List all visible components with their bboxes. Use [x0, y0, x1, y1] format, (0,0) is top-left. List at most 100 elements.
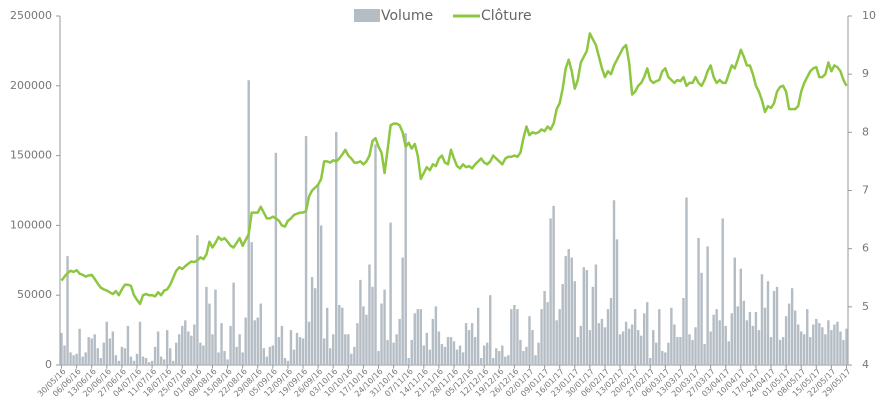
bar [316, 184, 320, 365]
bar [697, 237, 700, 365]
bar [90, 338, 93, 365]
bar [636, 330, 640, 365]
bar [540, 309, 543, 365]
y-tick-label: 150000 [10, 149, 52, 162]
y2-tick-label: 4 [862, 358, 869, 371]
bar [452, 341, 456, 365]
y-tick-label: 200000 [10, 79, 52, 92]
y2-tick-label: 10 [862, 9, 876, 22]
bar [467, 330, 471, 365]
bar [504, 356, 507, 365]
bar [126, 325, 130, 365]
bar [612, 200, 616, 365]
bar [78, 328, 81, 365]
legend: Volume Clôture [354, 8, 532, 24]
bar [217, 352, 220, 365]
bar [135, 353, 139, 365]
bar [241, 352, 244, 365]
bar [609, 297, 613, 365]
bar [790, 288, 794, 365]
bar [295, 332, 299, 365]
bar [329, 348, 332, 365]
bar [799, 331, 803, 365]
bar [721, 218, 724, 365]
bar [513, 304, 516, 365]
bar [159, 356, 163, 365]
bar [69, 352, 72, 365]
bar [262, 348, 266, 365]
bar [670, 307, 673, 365]
bar [150, 360, 154, 365]
bar [247, 80, 250, 365]
bar [775, 286, 779, 365]
bar [256, 317, 259, 365]
bar [730, 313, 733, 365]
bar [292, 349, 296, 365]
bar [380, 303, 383, 365]
bar [479, 358, 483, 365]
bar [642, 313, 646, 365]
bar [286, 360, 290, 365]
bar [718, 320, 721, 365]
bar [165, 330, 169, 365]
bar [685, 197, 688, 365]
y2-tick-label: 8 [862, 125, 869, 138]
bar [486, 342, 489, 365]
bar [694, 327, 697, 365]
bar [425, 332, 429, 365]
bar [646, 302, 649, 365]
bar [703, 344, 706, 365]
bar [748, 311, 752, 365]
bar [66, 256, 69, 365]
bar [464, 323, 468, 365]
line [60, 32, 848, 306]
bar [111, 331, 115, 365]
bar [72, 355, 75, 365]
bar [93, 334, 96, 365]
bar [763, 307, 767, 365]
bar [274, 152, 278, 365]
bar [193, 324, 196, 365]
bar [709, 331, 712, 365]
bar [271, 345, 275, 365]
bar [129, 356, 133, 365]
bar [229, 325, 232, 365]
y2-tick-label: 7 [862, 184, 869, 197]
bar [365, 314, 368, 365]
bar [712, 314, 715, 365]
bar [392, 342, 395, 365]
bar [784, 316, 788, 365]
bar [202, 345, 205, 365]
bar [769, 337, 773, 365]
bar [597, 323, 601, 365]
bar [350, 353, 353, 365]
bar [839, 331, 842, 365]
bar [745, 320, 749, 365]
bar [793, 310, 797, 365]
bar [679, 337, 682, 365]
bar [546, 302, 549, 365]
bar [787, 303, 791, 365]
bar [549, 218, 552, 365]
bar [836, 321, 839, 365]
bar [250, 242, 253, 365]
bar [141, 356, 145, 365]
bar [377, 351, 380, 365]
bar [661, 351, 664, 365]
bar [114, 355, 118, 365]
bar [138, 321, 142, 365]
bar [190, 335, 193, 365]
bar [655, 342, 658, 365]
bar [368, 264, 371, 365]
bar [736, 306, 740, 365]
bar [495, 348, 498, 365]
bar [410, 339, 413, 365]
bar [223, 351, 226, 365]
bar [374, 144, 377, 365]
bar [404, 133, 407, 365]
bar [781, 337, 785, 365]
bar [431, 318, 435, 365]
bar [510, 309, 513, 365]
y2-tick-label: 9 [862, 67, 869, 80]
